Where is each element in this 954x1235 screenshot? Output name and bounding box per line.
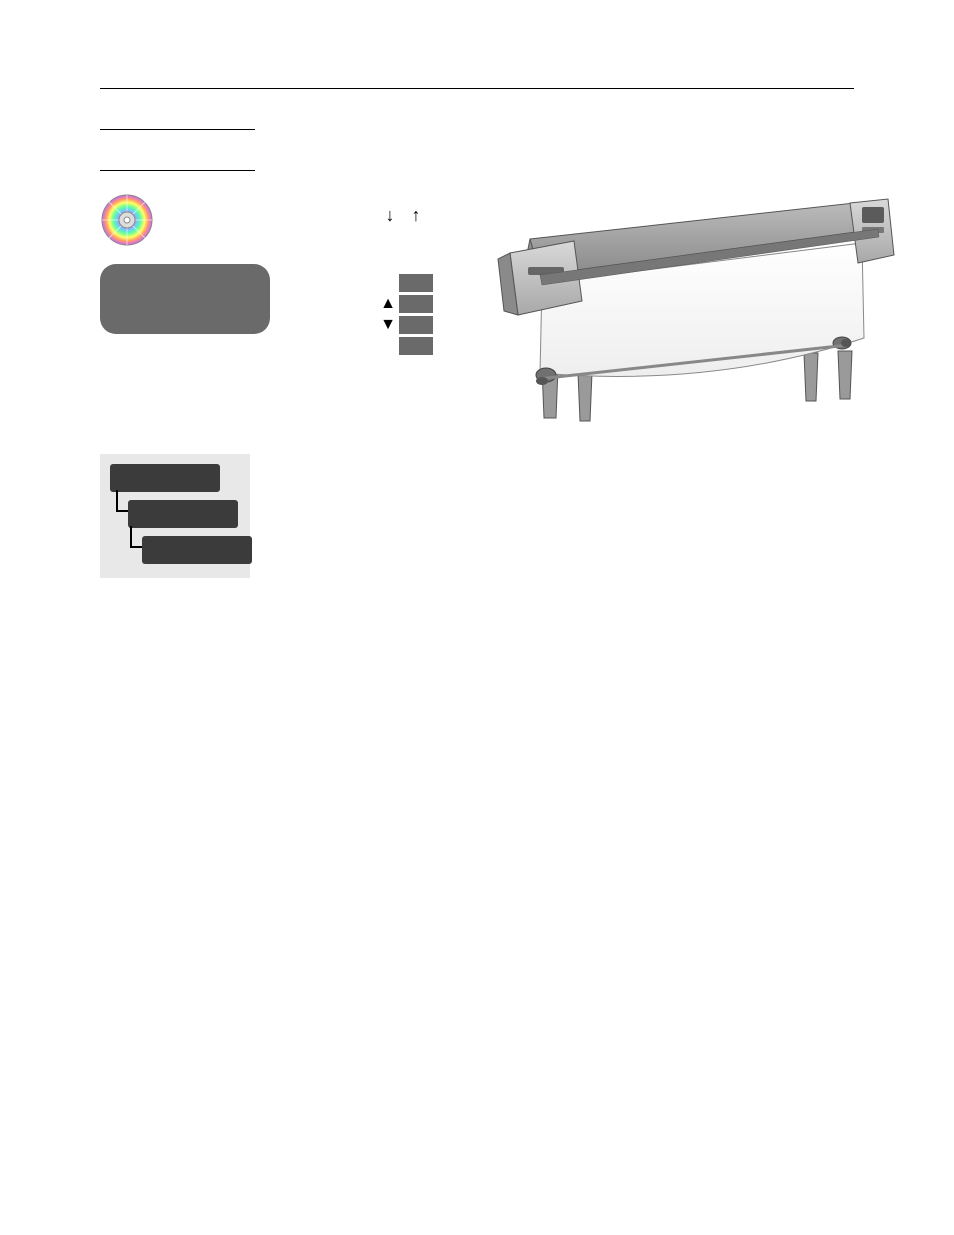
menu-stub-item: [399, 316, 433, 334]
tree-item-level-2: [142, 536, 252, 564]
hint-box: [100, 264, 270, 334]
arrow-up-icon: ▲: [379, 295, 397, 313]
printer-illustration: [482, 193, 902, 458]
menu-stub-item: [399, 337, 433, 355]
tree-item-level-0: [110, 464, 220, 492]
tree-connector-1: [116, 490, 128, 512]
menu-tree: [100, 454, 250, 578]
tree-connector-2: [130, 526, 142, 548]
arrow-down-glyph: ↓: [385, 205, 400, 225]
mid-column: ↓ ↑ ▲ ▼: [346, 193, 466, 355]
arrow-up-glyph: ↑: [412, 205, 427, 225]
section-underline-1: [100, 129, 255, 130]
header-rule: [100, 88, 854, 89]
section-underline-2: [100, 170, 255, 171]
arrow-down-up-text: ↓ ↑: [385, 205, 426, 226]
menu-stub-block: ▲ ▼: [379, 274, 433, 355]
menu-stub-item: [399, 274, 433, 292]
page-root: ↓ ↑ ▲ ▼: [0, 0, 954, 1235]
menu-stub-item: [399, 295, 433, 313]
cd-icon: [100, 193, 154, 252]
arrow-down-icon: ▼: [379, 316, 397, 334]
left-column: [100, 193, 330, 578]
tree-item-level-1: [128, 500, 238, 528]
main-content-row: ↓ ↑ ▲ ▼: [100, 193, 854, 578]
